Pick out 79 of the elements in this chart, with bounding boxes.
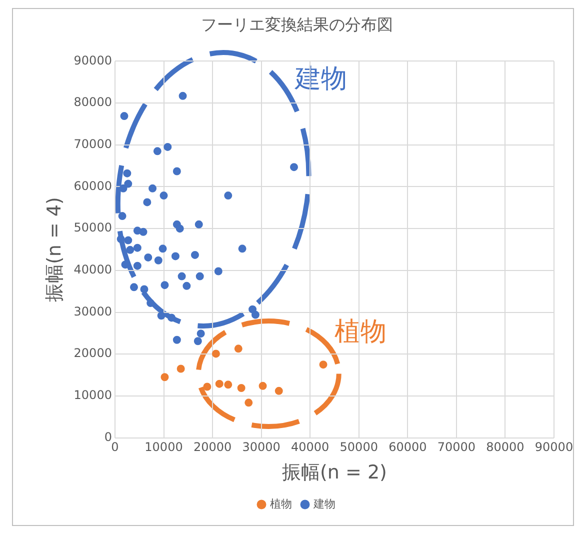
point <box>190 250 199 259</box>
x-axis-title: 振幅(n = 2) <box>282 462 387 484</box>
point <box>178 92 187 100</box>
point <box>146 299 155 308</box>
point <box>258 382 267 390</box>
point <box>133 244 142 252</box>
point <box>215 380 224 388</box>
point <box>160 373 169 382</box>
point <box>171 252 180 260</box>
point <box>237 384 246 392</box>
point <box>143 198 152 206</box>
point <box>224 380 232 389</box>
x-tick-label: 10000 <box>144 440 183 454</box>
y-axis-title: 振幅(n = 4) <box>43 197 66 302</box>
point <box>244 398 253 407</box>
point <box>176 224 184 233</box>
point <box>238 244 246 253</box>
point <box>194 220 203 228</box>
point <box>124 236 132 244</box>
point <box>274 386 283 395</box>
point <box>116 235 125 244</box>
point <box>124 180 132 188</box>
point <box>119 184 128 192</box>
y-tick-label: 50000 <box>74 220 112 235</box>
point <box>148 184 157 192</box>
point <box>168 314 176 322</box>
y-tick-label: 80000 <box>74 95 112 110</box>
point <box>139 228 148 236</box>
annotation: 植物 <box>334 316 386 349</box>
x-tick-label: 90000 <box>534 440 574 454</box>
point <box>319 360 328 369</box>
y-tick-label: 40000 <box>74 262 112 277</box>
point <box>144 253 152 262</box>
x-tick-label: 40000 <box>291 440 330 454</box>
x-tick-label: 70000 <box>437 440 476 454</box>
point <box>157 312 166 320</box>
point <box>160 192 168 200</box>
point <box>176 364 185 373</box>
y-tick-label: 60000 <box>74 178 112 193</box>
point <box>153 147 162 156</box>
point <box>212 350 220 358</box>
point <box>196 272 204 280</box>
point <box>203 382 212 391</box>
chart-title: フーリエ変換結果の分布図 <box>201 14 393 34</box>
point <box>224 192 232 200</box>
point <box>164 142 172 151</box>
point <box>251 310 260 319</box>
y-tick-label: 70000 <box>74 137 112 152</box>
legend-label: 植物 <box>270 497 292 510</box>
x-tick-label: 30000 <box>242 440 280 454</box>
point <box>194 337 202 346</box>
x-tick-label: 80000 <box>486 440 524 454</box>
point <box>290 163 298 172</box>
x-tick-label: 50000 <box>340 440 378 454</box>
x-tick-label: 20000 <box>193 440 232 454</box>
point <box>120 112 128 120</box>
point <box>172 167 181 176</box>
x-tick-label: 60000 <box>388 440 427 454</box>
point <box>160 281 169 290</box>
point <box>126 246 134 254</box>
legend-label: 建物 <box>312 497 336 510</box>
point <box>133 262 142 270</box>
point <box>158 244 167 253</box>
point <box>178 272 186 280</box>
y-tick-label: 90000 <box>74 53 112 68</box>
y-tick-label: 30000 <box>74 304 112 318</box>
y-tick-label: 0 <box>104 430 112 444</box>
point <box>234 344 242 353</box>
point <box>182 282 191 290</box>
point <box>196 330 205 338</box>
point <box>130 283 138 292</box>
point <box>172 336 181 344</box>
point <box>154 256 162 264</box>
y-tick-label: 20000 <box>74 346 112 360</box>
point <box>214 267 222 276</box>
point <box>123 169 132 178</box>
point <box>118 212 126 220</box>
y-tick-label: 10000 <box>74 388 112 402</box>
point <box>140 285 148 294</box>
